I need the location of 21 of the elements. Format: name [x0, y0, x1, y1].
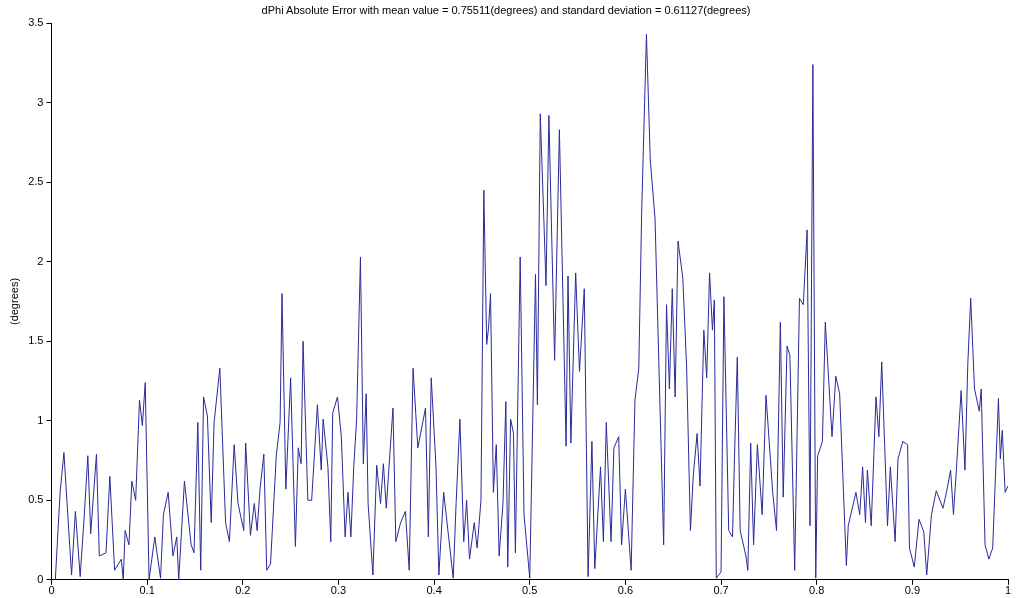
y-tick-label: 3 [37, 95, 44, 108]
x-tick-label: 1 [1004, 584, 1012, 597]
x-tick-label: 0.3 [330, 584, 347, 597]
y-tick-label: 1.5 [28, 334, 44, 347]
y-tick-label: 2 [37, 254, 44, 267]
x-tick-label: 0.1 [139, 584, 155, 597]
x-tick-label: 0.6 [617, 584, 634, 597]
y-tick-label: 0.5 [28, 493, 44, 506]
y-axis-title: (degrees) [7, 277, 20, 326]
y-tick-label: 3.5 [28, 16, 44, 29]
x-tick-label: 0.7 [713, 584, 729, 597]
chart-title: dPhi Absolute Error with mean value = 0.75511(degrees) and standard deviation = 0.61127(degrees) [261, 3, 751, 16]
y-tick-label: 0 [37, 572, 44, 585]
y-tick-label: 1 [37, 413, 44, 426]
x-tick-label: 0.9 [904, 584, 920, 597]
x-tick-label: 0.2 [235, 584, 251, 597]
x-tick-label: 0 [48, 584, 55, 597]
x-tick-label: 0.5 [522, 584, 538, 597]
x-tick-label: 0.4 [426, 584, 442, 597]
x-tick-label: 0.8 [809, 584, 825, 597]
y-tick-label: 2.5 [28, 175, 44, 188]
